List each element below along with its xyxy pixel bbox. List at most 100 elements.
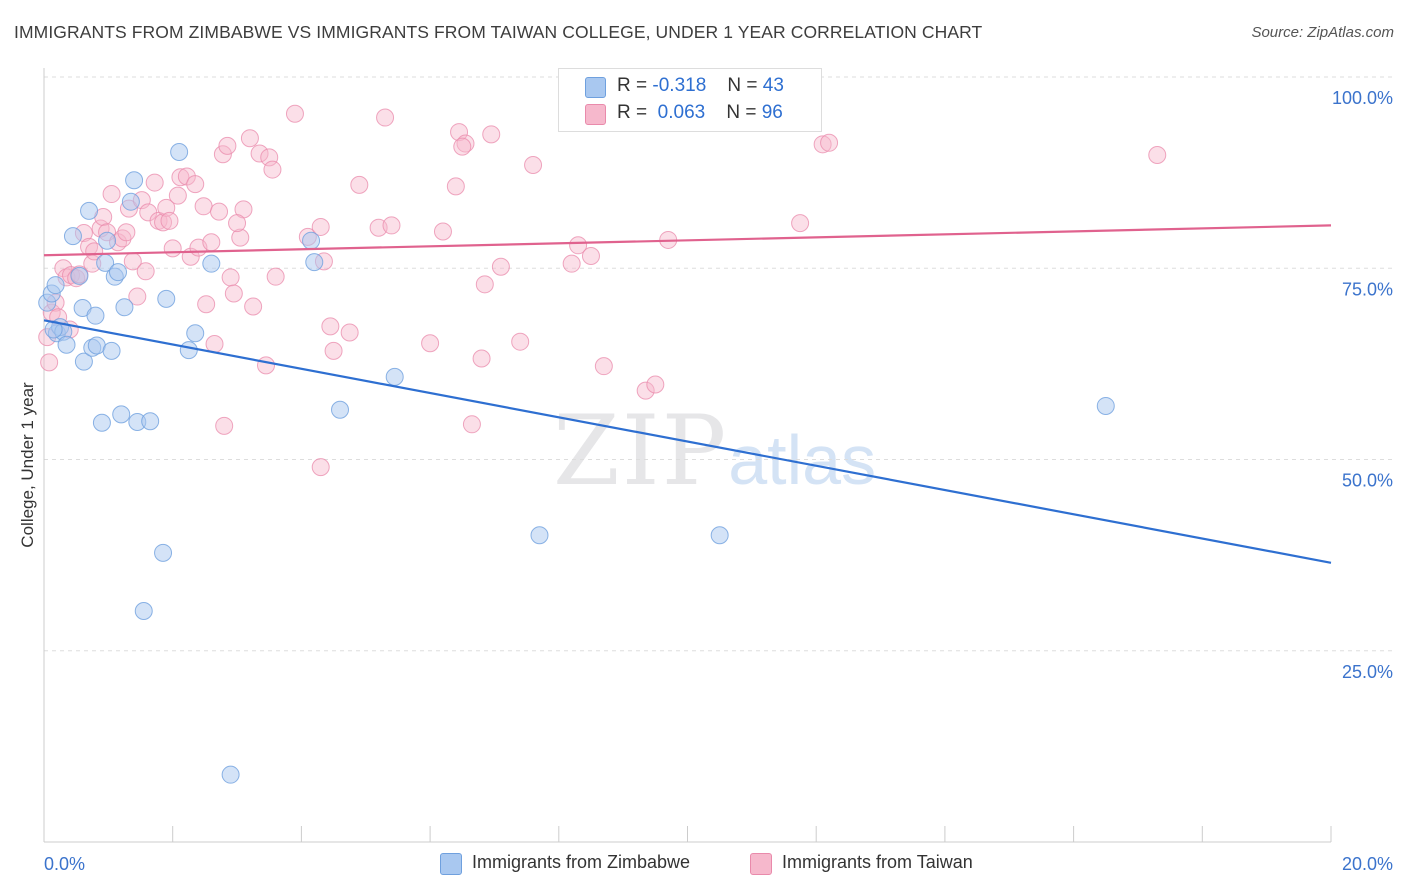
zimbabwe-point [74,352,93,371]
taiwan-point [263,160,282,179]
correlation-legend: R = -0.318 N = 43 R = 0.063 N = 96 [558,68,822,132]
zimbabwe-point [221,765,240,784]
trend-lines [43,224,1332,564]
zimbabwe-point [141,412,160,431]
y-tick-label: 75.0% [1342,279,1393,299]
zimbabwe-point [112,405,131,424]
taiwan-point [205,334,224,353]
taiwan-trend-line [43,224,1332,257]
zimbabwe-point [710,526,729,545]
zimbabwe-point [186,324,205,343]
zimbabwe-point [80,201,99,220]
zimbabwe-point [109,263,128,282]
zimbabwe-point [530,526,549,545]
taiwan-point [511,332,530,351]
taiwan-point [197,295,216,314]
taiwan-point [168,186,187,205]
taiwan-point [524,155,543,174]
zimbabwe-point [44,320,63,339]
zimbabwe-point [115,298,134,317]
series-label-zimbabwe: Immigrants from Zimbabwe [472,852,691,872]
taiwan-point [456,134,475,153]
zimbabwe-point [57,335,76,354]
zimbabwe-point [86,306,105,325]
taiwan-point [594,357,613,376]
taiwan-point [311,458,330,477]
zimbabwe-point [1096,396,1115,415]
watermark-atlas: atlas [728,421,877,499]
zimbabwe-point [121,192,140,211]
taiwan-point [820,133,839,152]
taiwan-point [1148,146,1167,165]
taiwan-point [210,202,229,221]
taiwan-point [145,173,164,192]
gridlines [44,76,1392,652]
taiwan-point [102,185,121,204]
taiwan-point [491,257,510,276]
taiwan-point [128,287,147,306]
taiwan-point [433,222,452,241]
watermark: ZIPatlas [553,395,876,507]
taiwan-point [160,211,179,230]
zimbabwe-point [125,171,144,190]
watermark-zip: ZIP [553,395,729,507]
x-tick-label: 20.0% [1342,854,1393,874]
legend-text-zimbabwe: R = -0.318 N = 43 [617,75,784,97]
taiwan-point [250,144,269,163]
taiwan-point [646,375,665,394]
zimbabwe-point [331,400,350,419]
taiwan-point [482,125,501,144]
taiwan-point [350,175,369,194]
taiwan-point [186,175,205,194]
taiwan-point [202,233,221,252]
legend-r-label: R = [617,102,648,123]
taiwan-point [218,136,237,155]
zimbabwe-point [92,413,111,432]
zimbabwe-point [202,254,221,273]
legend-r-label: R = [617,75,648,96]
taiwan-point [266,267,285,286]
taiwan-point [221,268,240,287]
source-label: Source: ZipAtlas.com [1251,24,1394,41]
taiwan-point [224,284,243,303]
taiwan-point [562,254,581,273]
series-swatch-blue [440,853,462,875]
taiwan-point [215,416,234,435]
taiwan-point [791,214,810,233]
zimbabwe-point [154,543,173,562]
taiwan-point [240,129,259,148]
zimbabwe-point [102,341,121,360]
taiwan-point [163,239,182,258]
zimbabwe-point [46,276,65,295]
taiwan-point [636,381,655,400]
taiwan-point [311,217,330,236]
taiwan-point [581,247,600,266]
taiwan-point [340,323,359,342]
taiwan-point [453,137,472,156]
legend-n-label: N = [727,75,758,96]
y-tick-label: 25.0% [1342,662,1393,682]
axes [43,68,1332,843]
taiwan-point [171,168,190,187]
taiwan-point [40,353,59,372]
taiwan-point [321,317,340,336]
zimbabwe-point [98,231,117,250]
x-tick-label: 0.0% [44,854,85,874]
zimbabwe-point [170,142,189,161]
zimbabwe-point [70,266,89,285]
taiwan-points [38,104,1167,477]
taiwan-point [472,349,491,368]
taiwan-point [244,297,263,316]
zimbabwe-trend-line [43,319,1332,564]
y-axis-label: College, Under 1 year [18,382,37,548]
taiwan-point [450,123,469,142]
zimbabwe-point [305,253,324,272]
legend-text-taiwan: R = 0.063 N = 96 [617,102,783,124]
taiwan-point [194,197,213,216]
taiwan-point [421,334,440,353]
legend-swatch-pink [585,104,606,125]
taiwan-point [85,242,104,261]
zimbabwe-point [63,227,82,246]
series-swatch-pink [750,853,772,875]
